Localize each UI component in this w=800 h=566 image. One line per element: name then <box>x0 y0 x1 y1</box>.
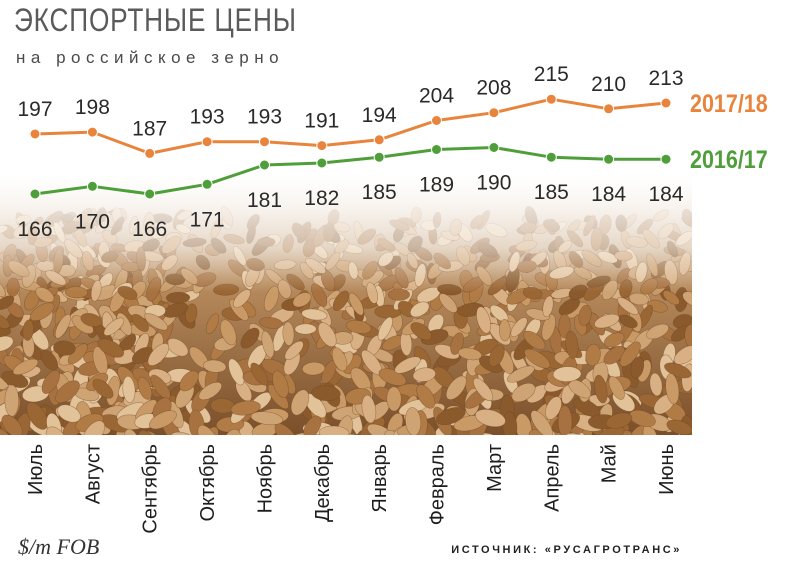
data-point <box>86 126 98 138</box>
data-label: 187 <box>132 117 167 140</box>
data-label: 194 <box>362 104 397 127</box>
data-label: 184 <box>648 183 683 206</box>
data-point <box>431 115 442 126</box>
data-label: 189 <box>419 174 454 197</box>
data-point <box>373 134 385 146</box>
data-label: 190 <box>476 172 511 195</box>
data-point <box>373 151 385 163</box>
x-tick-label: Февраль <box>427 444 449 525</box>
data-point <box>316 157 328 169</box>
data-point <box>545 151 557 163</box>
series-line-0 <box>34 97 667 155</box>
data-label: 181 <box>247 189 282 212</box>
data-label: 184 <box>591 183 626 206</box>
data-point <box>660 153 672 165</box>
grain-background-image <box>0 175 692 435</box>
data-point <box>603 103 615 115</box>
x-tick-label: Ноябрь <box>254 444 276 513</box>
data-label: 197 <box>17 98 52 121</box>
x-tick-label: Август <box>82 444 104 504</box>
data-label: 185 <box>534 181 569 204</box>
unit-label: $/т FOB <box>18 534 100 559</box>
data-label: 204 <box>419 85 454 108</box>
x-tick-label: Май <box>599 444 621 483</box>
data-point <box>259 136 270 148</box>
data-label: 210 <box>591 73 626 96</box>
legend-2016-17: 2016/17 <box>690 146 768 174</box>
data-label: 193 <box>190 106 225 129</box>
series-line-1 <box>34 146 666 196</box>
legend-2017-18: 2017/18 <box>690 90 768 118</box>
x-tick-label: Октябрь <box>197 444 219 522</box>
x-tick-label: Апрель <box>541 444 563 512</box>
data-label: 208 <box>476 77 511 100</box>
data-point <box>488 142 500 153</box>
data-point <box>545 93 557 105</box>
data-point <box>201 178 213 190</box>
data-point <box>488 107 500 119</box>
chart-title: ЭКСПОРТНЫЕ ЦЕНЫ <box>14 2 297 38</box>
data-point <box>259 159 270 171</box>
x-tick-label: Сентябрь <box>140 444 162 534</box>
data-label: 185 <box>362 181 397 204</box>
data-point <box>660 97 672 109</box>
data-label: 171 <box>190 208 225 231</box>
x-tick-label: Март <box>484 444 506 492</box>
data-label: 191 <box>304 110 339 133</box>
data-point <box>201 136 213 148</box>
x-tick-label: Июнь <box>656 444 678 495</box>
data-label: 213 <box>648 67 683 90</box>
data-label: 166 <box>132 218 167 241</box>
data-point <box>144 147 156 159</box>
data-label: 198 <box>75 96 110 119</box>
data-point <box>86 180 98 192</box>
data-label: 166 <box>17 218 52 241</box>
data-label: 193 <box>247 106 282 129</box>
source-note: ИСТОЧНИК: «РУСАГРОТРАНС» <box>451 544 682 556</box>
x-tick-label: Июль <box>25 444 47 495</box>
data-label: 215 <box>534 63 569 86</box>
data-point <box>144 188 156 200</box>
x-tick-label: Январь <box>369 444 391 513</box>
data-point <box>29 188 41 200</box>
data-point <box>29 128 41 140</box>
data-label: 170 <box>75 210 110 233</box>
data-point <box>603 153 615 165</box>
chart-subtitle: на российское зерно <box>16 48 285 67</box>
x-tick-label: Декабрь <box>312 444 334 522</box>
data-point <box>431 144 442 155</box>
data-point <box>316 140 328 152</box>
data-label: 182 <box>304 187 339 210</box>
